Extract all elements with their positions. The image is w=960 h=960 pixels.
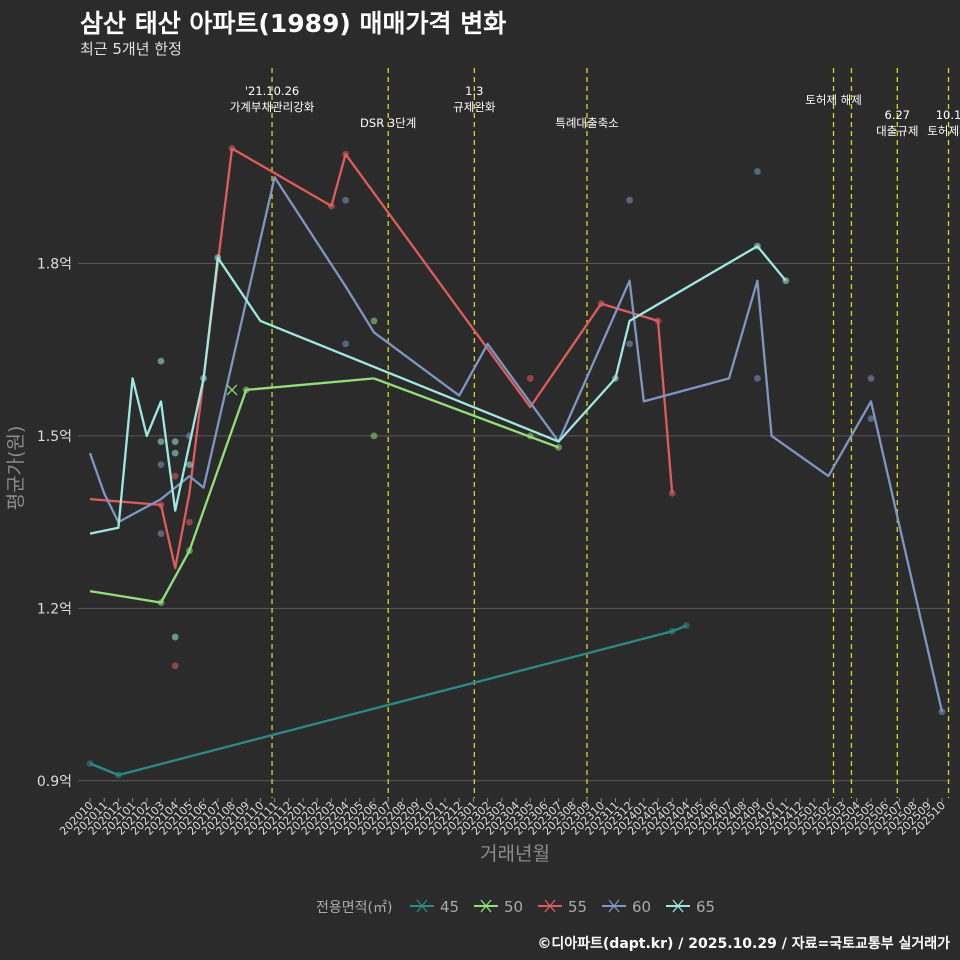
x-axis-label: 거래년월: [480, 843, 550, 865]
annotation-label: 토허제 해제: [805, 93, 862, 107]
data-point: [938, 708, 946, 716]
legend-label: 55: [568, 898, 587, 916]
series-line: [88, 176, 944, 713]
data-point: [626, 340, 633, 348]
annotation-label: '21.10.26: [245, 84, 299, 98]
data-point: [171, 633, 179, 641]
data-point: [668, 489, 676, 497]
data-point: [668, 627, 676, 635]
annotation-label: 6.27: [885, 108, 911, 122]
y-tick-label: 0.9억: [37, 774, 72, 790]
data-point: [157, 599, 165, 606]
policy-lines: [271, 68, 950, 798]
data-point: [171, 662, 179, 670]
data-point: [555, 443, 562, 451]
x-axis-ticks: 2020102020112020122021012021022021032021…: [57, 798, 948, 838]
data-point: [342, 340, 349, 348]
series-55: [89, 145, 676, 670]
legend-item-50: 50: [474, 898, 523, 916]
series-45: [86, 622, 690, 779]
y-axis-label: 평균가(원): [5, 426, 27, 511]
annotation-label: DSR 3단계: [360, 116, 416, 130]
legend-swatch-x: [416, 899, 428, 913]
data-point: [754, 168, 761, 175]
data-point: [186, 461, 193, 469]
annotation-label: 특례대출축소: [555, 116, 618, 130]
legend-title: 전용면적(㎡): [316, 900, 392, 916]
data-point: [115, 771, 122, 779]
data-point: [328, 202, 335, 210]
data-point: [342, 196, 349, 204]
data-point: [754, 242, 761, 250]
legend-item-65: 65: [666, 898, 715, 916]
legend-label: 60: [632, 898, 651, 916]
series-60: [88, 168, 946, 716]
legend-swatch-x: [672, 899, 684, 913]
data-point: [86, 760, 94, 767]
series-50: [89, 317, 562, 606]
data-point: [157, 357, 165, 365]
annotation-label: 규제완화: [453, 100, 496, 114]
series-line: [89, 377, 560, 604]
data-point: [782, 277, 790, 285]
data-point: [214, 254, 222, 262]
data-point: [754, 374, 761, 382]
legend: 전용면적(㎡) 45 50 55 60 65: [316, 898, 715, 916]
data-point: [171, 438, 179, 446]
data-point: [867, 374, 875, 382]
grid-lines: [78, 262, 950, 782]
data-point: [186, 518, 193, 526]
data-point: [186, 547, 193, 555]
legend-item-55: 55: [538, 898, 587, 916]
y-tick-label: 1.2억: [37, 601, 72, 617]
data-point: [370, 432, 378, 440]
data-point: [242, 386, 250, 394]
legend-swatch-x: [480, 899, 492, 913]
y-tick-label: 1.8억: [37, 256, 72, 272]
data-point: [157, 501, 165, 509]
series-line: [89, 245, 787, 535]
chart-subtitle: 최근 5개년 한정: [80, 40, 182, 58]
data-point: [171, 449, 179, 457]
data-point: [342, 150, 349, 158]
legend-swatch-x: [544, 899, 556, 913]
data-point: [157, 530, 165, 537]
data-point: [654, 317, 662, 325]
annotation-label: 1.3: [465, 84, 483, 98]
data-point: [171, 472, 179, 480]
data-point: [526, 374, 534, 382]
legend-label: 50: [504, 898, 523, 916]
y-tick-label: 1.5억: [37, 429, 72, 445]
data-point: [370, 317, 378, 325]
data-point: [612, 374, 619, 382]
legend-swatch-x: [608, 899, 620, 913]
data-point: [157, 438, 165, 446]
legend-item-60: 60: [602, 898, 651, 916]
series-line: [89, 624, 687, 777]
marker-stroke: [226, 384, 238, 396]
data-point: [597, 300, 605, 308]
series-group: [86, 145, 946, 779]
data-point: [200, 374, 208, 382]
annotation-label: 대출규제: [876, 124, 918, 138]
annotation-label: 가계부채관리강화: [230, 100, 315, 114]
annotation-label: 토허제확: [927, 124, 960, 138]
marker-x: [226, 384, 238, 396]
legend-label: 65: [696, 898, 715, 916]
data-point: [683, 622, 690, 629]
data-point: [867, 415, 875, 423]
series-65: [89, 242, 790, 641]
annotation-label: 10.1: [936, 108, 960, 122]
data-point: [157, 461, 165, 469]
legend-item-45: 45: [410, 898, 459, 916]
data-point: [228, 145, 236, 152]
chart-title: 삼산 태산 아파트(1989) 매매가격 변화: [80, 9, 507, 38]
y-axis-ticks: 0.9억 1.2억 1.5억 1.8억: [37, 256, 72, 789]
data-point: [526, 432, 534, 440]
source-caption: ©디아파트(dapt.kr) / 2025.10.29 / 자료=국토교통부 실…: [537, 936, 950, 952]
data-point: [626, 196, 633, 204]
legend-label: 45: [440, 898, 459, 916]
